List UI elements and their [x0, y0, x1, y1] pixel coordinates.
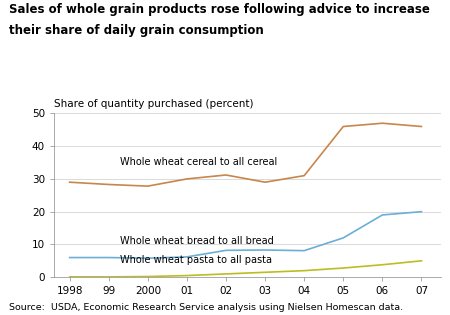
Text: Source:  USDA, Economic Research Service analysis using Nielsen Homescan data.: Source: USDA, Economic Research Service …	[9, 303, 403, 312]
Text: Sales of whole grain products rose following advice to increase: Sales of whole grain products rose follo…	[9, 3, 430, 16]
Text: Whole wheat bread to all bread: Whole wheat bread to all bread	[121, 236, 274, 246]
Text: Whole wheat pasta to all pasta: Whole wheat pasta to all pasta	[121, 255, 272, 265]
Text: Share of quantity purchased (percent): Share of quantity purchased (percent)	[54, 99, 253, 109]
Text: Whole wheat cereal to all cereal: Whole wheat cereal to all cereal	[121, 158, 278, 168]
Text: their share of daily grain consumption: their share of daily grain consumption	[9, 24, 264, 37]
